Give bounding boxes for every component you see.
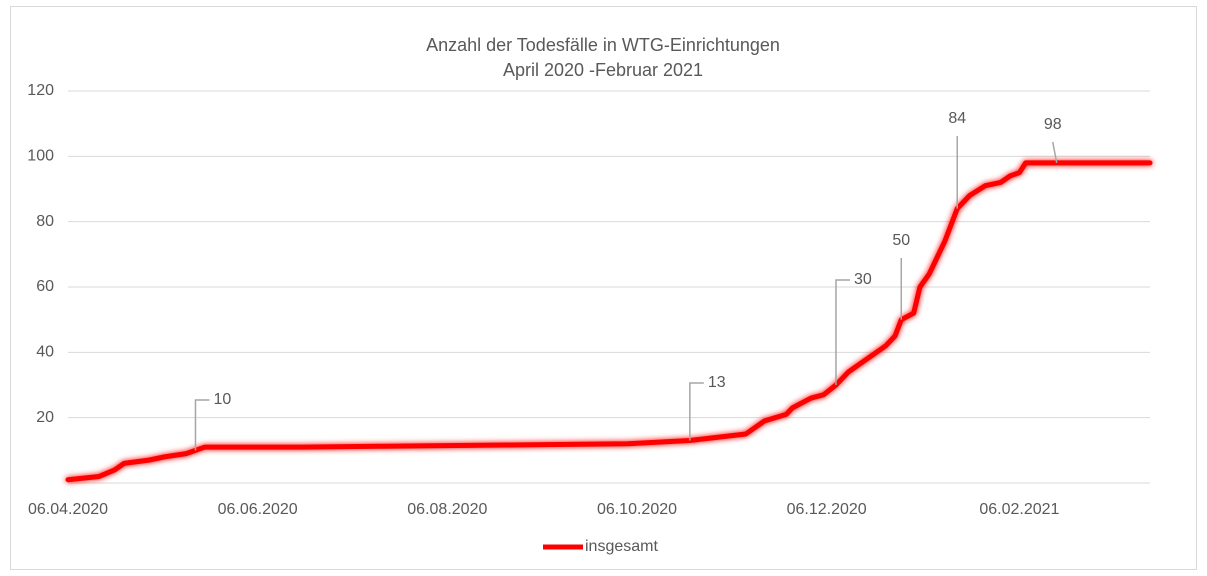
chart-title: Anzahl der Todesfälle in WTG-Einrichtung… bbox=[426, 35, 780, 55]
y-tick-label: 40 bbox=[36, 344, 54, 361]
y-tick-label: 100 bbox=[27, 148, 54, 165]
legend-label: insgesamt bbox=[585, 538, 658, 555]
callout-label: 30 bbox=[854, 271, 872, 288]
chart-frame bbox=[10, 6, 1197, 570]
data-line bbox=[65, 160, 1153, 483]
y-tick-label: 20 bbox=[36, 409, 54, 426]
callout-label: 84 bbox=[948, 110, 966, 127]
x-tick-label: 06.12.2020 bbox=[787, 501, 867, 518]
x-tick-label: 06.02.2021 bbox=[979, 501, 1059, 518]
callout-leader bbox=[835, 279, 850, 385]
callout-leader bbox=[1051, 141, 1058, 164]
y-tick-label: 80 bbox=[36, 213, 54, 230]
callout-label: 13 bbox=[708, 374, 726, 391]
callout-label: 10 bbox=[213, 391, 231, 408]
x-tick-label: 06.04.2020 bbox=[28, 501, 108, 518]
y-tick-label: 60 bbox=[36, 278, 54, 295]
x-tick-label: 06.06.2020 bbox=[218, 501, 298, 518]
callout-label: 98 bbox=[1044, 116, 1062, 133]
x-tick-label: 06.08.2020 bbox=[407, 501, 487, 518]
y-tick-label: 120 bbox=[27, 82, 54, 99]
callout-leader bbox=[689, 382, 704, 441]
callout-leader bbox=[194, 399, 210, 451]
x-tick-label: 06.10.2020 bbox=[597, 501, 677, 518]
chart-subtitle: April 2020 -Februar 2021 bbox=[503, 60, 703, 80]
callout-label: 50 bbox=[892, 232, 910, 249]
